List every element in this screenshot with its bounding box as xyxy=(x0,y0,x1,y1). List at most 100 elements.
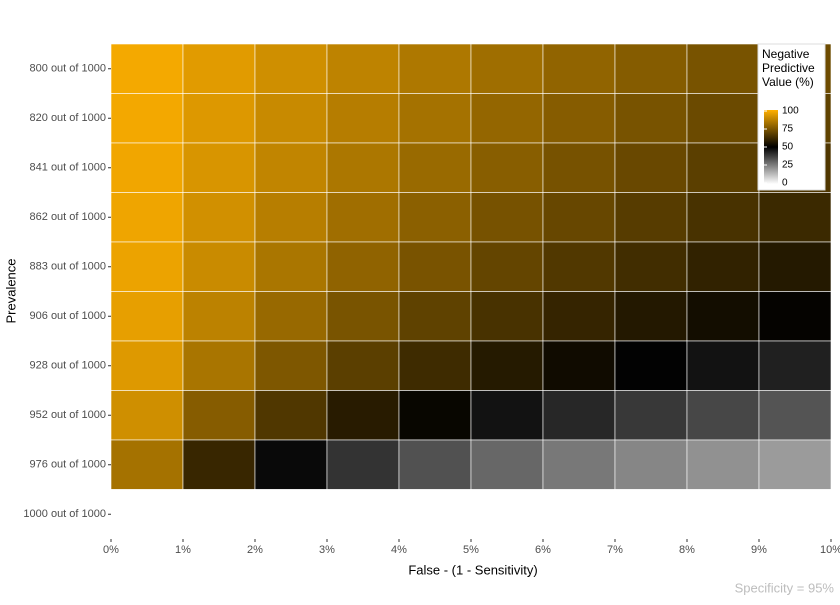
colorbar xyxy=(764,110,778,184)
cell xyxy=(398,142,472,193)
cell xyxy=(110,93,184,144)
cell xyxy=(758,291,832,342)
cell xyxy=(470,43,544,94)
cell xyxy=(470,291,544,342)
cell xyxy=(254,43,328,94)
cell xyxy=(686,439,760,490)
cell xyxy=(614,142,688,193)
legend-title-box: Negative Predictive Value (%) xyxy=(762,47,815,89)
cell xyxy=(110,291,184,342)
cell xyxy=(182,192,256,243)
cell xyxy=(470,439,544,490)
y-tick-label: 906 out of 1000 xyxy=(30,310,106,322)
cell xyxy=(110,439,184,490)
cell xyxy=(182,489,256,540)
x-tick-label: 4% xyxy=(391,544,407,556)
cell xyxy=(758,241,832,292)
cell xyxy=(254,340,328,391)
cell xyxy=(614,291,688,342)
x-tick-label: 10% xyxy=(820,544,840,556)
y-tick-label: 952 out of 1000 xyxy=(30,409,106,421)
x-tick-label: 9% xyxy=(751,544,767,556)
x-axis-title: False - (1 - Sensitivity) xyxy=(408,562,537,577)
cell xyxy=(254,142,328,193)
x-tick-label: 5% xyxy=(463,544,479,556)
cell xyxy=(542,390,616,441)
cell xyxy=(254,439,328,490)
cell xyxy=(110,241,184,292)
cell xyxy=(686,241,760,292)
cell xyxy=(326,291,400,342)
cell xyxy=(686,43,760,94)
cell xyxy=(398,291,472,342)
cell xyxy=(326,192,400,243)
cell xyxy=(182,340,256,391)
cell xyxy=(614,43,688,94)
cell xyxy=(182,142,256,193)
cell xyxy=(686,390,760,441)
legend-title: Negative Predictive Value (%) xyxy=(762,47,815,89)
cell xyxy=(182,439,256,490)
cell xyxy=(110,390,184,441)
cell xyxy=(542,142,616,193)
cell xyxy=(758,340,832,391)
cell xyxy=(398,93,472,144)
cell xyxy=(686,291,760,342)
cell xyxy=(326,241,400,292)
cell xyxy=(470,390,544,441)
cell xyxy=(686,192,760,243)
cell xyxy=(470,340,544,391)
cell xyxy=(542,93,616,144)
cell xyxy=(686,340,760,391)
cell xyxy=(254,93,328,144)
cell xyxy=(182,291,256,342)
cell xyxy=(686,489,760,540)
y-tick-label: 976 out of 1000 xyxy=(30,459,106,471)
cell xyxy=(686,142,760,193)
cell xyxy=(542,291,616,342)
y-axis-title: Prevalence xyxy=(3,258,18,323)
cell xyxy=(542,43,616,94)
cell xyxy=(758,192,832,243)
cell xyxy=(470,93,544,144)
y-tick-label: 800 out of 1000 xyxy=(30,63,106,75)
cell xyxy=(254,390,328,441)
cell xyxy=(398,192,472,243)
cell xyxy=(254,291,328,342)
cell xyxy=(110,43,184,94)
cell xyxy=(182,241,256,292)
cell xyxy=(398,241,472,292)
legend-tick-label: 50 xyxy=(782,142,794,153)
caption: Specificity = 95% xyxy=(735,580,835,595)
x-tick-label: 0% xyxy=(103,544,119,556)
cell xyxy=(614,439,688,490)
x-tick-label: 8% xyxy=(679,544,695,556)
cell xyxy=(470,489,544,540)
cell xyxy=(758,439,832,490)
cell xyxy=(326,340,400,391)
y-tick-label: 820 out of 1000 xyxy=(30,112,106,124)
cell xyxy=(110,489,184,540)
y-tick-label: 883 out of 1000 xyxy=(30,261,106,273)
cell xyxy=(398,340,472,391)
legend-tick-label: 25 xyxy=(782,160,794,171)
cell xyxy=(614,489,688,540)
y-tick-label: 1000 out of 1000 xyxy=(23,508,106,520)
cell xyxy=(614,192,688,243)
x-tick-label: 2% xyxy=(247,544,263,556)
y-tick-label: 841 out of 1000 xyxy=(30,162,106,174)
cell xyxy=(110,340,184,391)
cell xyxy=(614,340,688,391)
cell xyxy=(542,489,616,540)
cell xyxy=(326,489,400,540)
cell xyxy=(470,241,544,292)
x-tick-label: 3% xyxy=(319,544,335,556)
x-tick-label: 7% xyxy=(607,544,623,556)
cell xyxy=(614,390,688,441)
cell xyxy=(614,241,688,292)
cell xyxy=(614,93,688,144)
cell xyxy=(110,192,184,243)
cell xyxy=(254,192,328,243)
